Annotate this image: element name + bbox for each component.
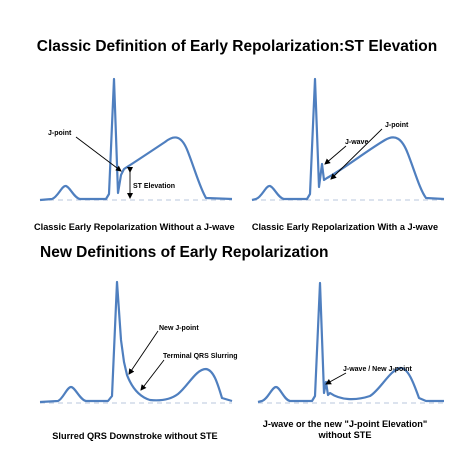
j-wave-arrow: [324, 145, 347, 165]
caption-j-wave-line1: J-wave or the new "J-point Elevation": [262, 419, 428, 429]
ecg-trace-3: [39, 280, 233, 404]
j-point-label-1: J-point: [48, 130, 72, 137]
slurring-arrow: [140, 359, 165, 391]
caption-classic-without-j-wave: Classic Early Repolarization Without a J…: [34, 222, 235, 232]
st-elevation-label: ST Elevation: [133, 183, 175, 190]
panel-classic-without-j-wave: J-point ST Elevation: [39, 77, 233, 202]
j-wave-label: J-wave: [345, 139, 368, 146]
j-point-arrow-2: [330, 128, 383, 180]
caption-j-wave-new-j-point: J-wave or the new "J-point Elevation" wi…: [245, 419, 445, 441]
ecg-trace-1: [39, 77, 233, 202]
classic-definition-heading: Classic Definition of Early Repolarizati…: [36, 38, 438, 55]
j-wave-new-j-point-arrow: [325, 372, 347, 385]
ecg-trace-4: [257, 281, 444, 404]
slurring-label: Terminal QRS Slurring: [163, 353, 238, 360]
new-definitions-heading: New Definitions of Early Repolarization: [40, 244, 329, 261]
panel-slurred-qrs: New J-point Terminal QRS Slurring: [39, 280, 238, 404]
panel-classic-with-j-wave: J-point J-wave: [251, 77, 445, 202]
j-point-arrow-1: [75, 136, 122, 172]
caption-classic-with-j-wave: Classic Early Repolarization With a J-wa…: [251, 222, 439, 232]
j-point-label-2: J-point: [385, 122, 409, 129]
new-j-point-arrow: [128, 330, 159, 375]
new-j-point-label: New J-point: [159, 325, 199, 332]
caption-slurred-qrs: Slurred QRS Downstroke without STE: [52, 431, 218, 441]
caption-j-wave-line2: without STE: [318, 430, 372, 440]
panel-j-wave-new-j-point: J-wave / New J-point: [257, 281, 444, 404]
j-wave-new-j-point-label: J-wave / New J-point: [343, 366, 413, 373]
